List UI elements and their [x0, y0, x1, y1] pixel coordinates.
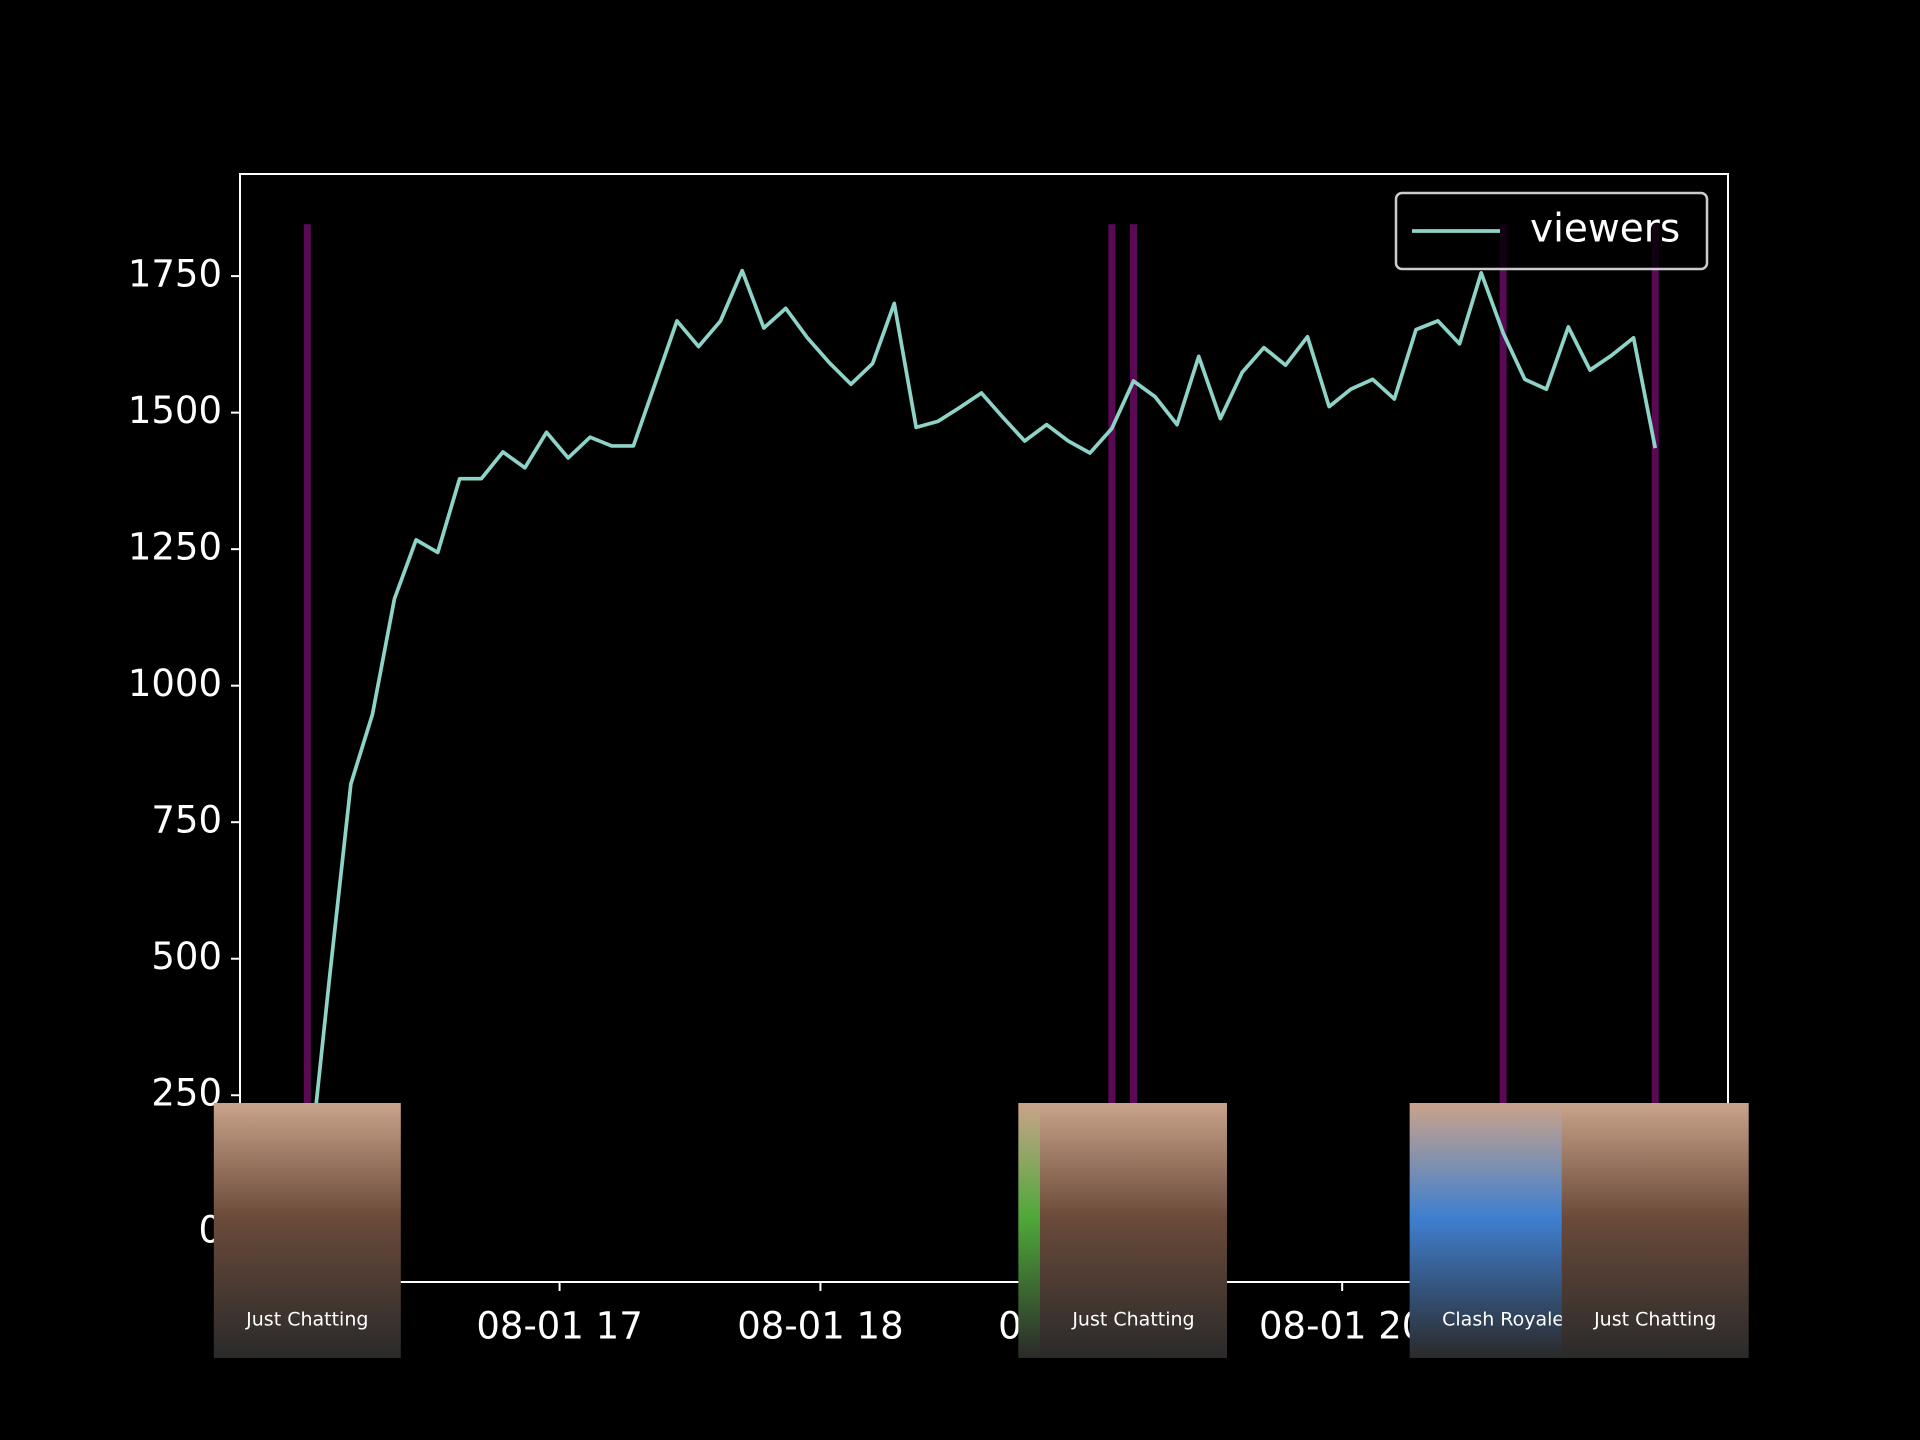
line-series: [305, 268, 1658, 1189]
y-tick-label: 250: [151, 1072, 222, 1115]
game-label: Just Chatting: [245, 1309, 368, 1331]
game-label: Just Chatting: [1071, 1309, 1194, 1331]
legend-box: [1394, 191, 1709, 271]
y-tick-label: 500: [151, 935, 222, 978]
game-label: Just Chatting: [1593, 1309, 1716, 1331]
y-tick-label: 1750: [128, 253, 222, 296]
game-label: Clash Royale: [1442, 1309, 1564, 1331]
game-thumbnail: [1561, 1103, 1749, 1358]
legend-label: viewers: [1530, 207, 1680, 252]
y-tick-label: 1250: [128, 526, 222, 569]
x-tick-label: 08-01 18: [737, 1305, 903, 1348]
y-tick-label: 750: [151, 799, 222, 842]
y-tick-label: 1000: [128, 662, 222, 705]
game-thumbnail: [213, 1103, 401, 1358]
plot-frame: [239, 173, 1729, 1283]
y-tick-label: 1500: [128, 389, 222, 432]
x-tick-label: 08-01 20: [1259, 1305, 1425, 1348]
game-thumbnail: [1039, 1103, 1227, 1358]
x-tick-label: 08-01 17: [476, 1305, 642, 1348]
